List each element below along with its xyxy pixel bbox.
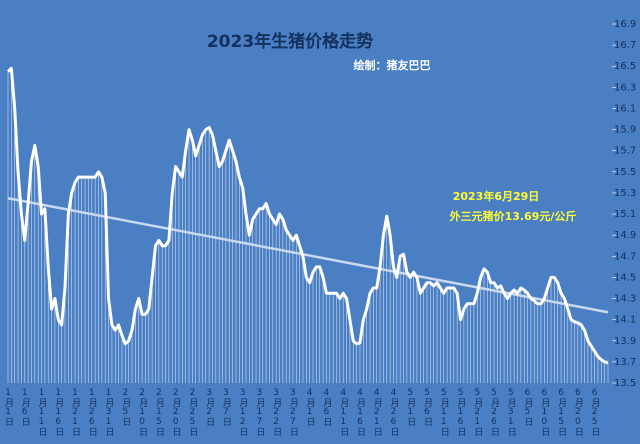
x-tick-label: 1月1日 bbox=[3, 388, 14, 426]
y-tick-label: 14.9 bbox=[614, 230, 636, 241]
x-tick-label: 2月15日 bbox=[154, 388, 165, 436]
x-tick-label: 5月21日 bbox=[472, 388, 483, 436]
x-tick-label: 5月31日 bbox=[506, 388, 517, 436]
y-tick-label: 14.1 bbox=[614, 315, 636, 326]
y-tick-label: 16.1 bbox=[614, 103, 636, 114]
x-tick-label: 1月31日 bbox=[104, 388, 115, 436]
x-tick-label: 3月7日 bbox=[221, 388, 232, 426]
x-tick-label: 6月5日 bbox=[523, 388, 534, 426]
price-note: 外三元猪价13.69元/公斤 bbox=[449, 209, 577, 223]
price-line bbox=[6, 66, 609, 365]
x-tick-label: 3月22日 bbox=[271, 388, 282, 436]
x-tick-label: 5月11日 bbox=[439, 388, 450, 436]
x-tick-label: 4月1日 bbox=[305, 388, 316, 426]
x-tick-label: 1月16日 bbox=[53, 388, 64, 436]
x-tick-label: 1月11日 bbox=[37, 388, 48, 436]
x-tick-label: 4月11日 bbox=[338, 388, 349, 436]
y-tick-label: 15.1 bbox=[614, 209, 636, 220]
x-tick-label: 5月1日 bbox=[405, 388, 416, 426]
trend-line bbox=[7, 196, 609, 314]
x-tick-label: 4月21日 bbox=[372, 388, 383, 436]
y-tick-label: 14.7 bbox=[614, 251, 636, 262]
x-tick-label: 4月26日 bbox=[388, 388, 399, 436]
x-tick-label: 5月16日 bbox=[456, 388, 467, 436]
x-tick-label: 3月27日 bbox=[288, 388, 299, 436]
y-tick-label: 14.3 bbox=[614, 294, 636, 305]
x-tick-label: 3月12日 bbox=[238, 388, 249, 436]
y-tick-label: 16.3 bbox=[614, 82, 636, 93]
y-tick-label: 16.9 bbox=[614, 19, 636, 30]
x-tick-label: 5月26日 bbox=[489, 388, 500, 436]
x-tick-label: 4月6日 bbox=[321, 388, 332, 426]
y-tick-label: 15.9 bbox=[614, 125, 636, 136]
x-tick-label: 4月16日 bbox=[355, 388, 366, 436]
x-tick-label: 6月20日 bbox=[573, 388, 584, 436]
chart-title: 2023年生猪价格走势 bbox=[207, 31, 373, 52]
y-tick-label: 16.5 bbox=[614, 61, 636, 72]
x-tick-label: 3月17日 bbox=[254, 388, 265, 436]
y-tick-label: 13.5 bbox=[614, 378, 636, 389]
x-tick-label: 2月25日 bbox=[187, 388, 198, 436]
x-tick-label: 2月5日 bbox=[120, 388, 131, 426]
x-tick-label: 1月6日 bbox=[20, 388, 31, 426]
author-note: 绘制：猪友巴巴 bbox=[354, 58, 431, 72]
y-tick-label: 14.5 bbox=[614, 272, 636, 283]
y-tick-label: 15.3 bbox=[614, 188, 636, 199]
x-tick-label: 6月25日 bbox=[590, 388, 601, 436]
x-tick-label: 2月20日 bbox=[171, 388, 182, 436]
y-tick-label: 15.5 bbox=[614, 167, 636, 178]
x-tick-label: 2月10日 bbox=[137, 388, 148, 436]
date-note: 2023年6月29日 bbox=[453, 189, 540, 203]
x-tick-label: 6月10日 bbox=[539, 388, 550, 436]
y-tick-label: 13.9 bbox=[614, 336, 636, 347]
x-tick-label: 1月26日 bbox=[87, 388, 98, 436]
y-tick-label: 13.7 bbox=[614, 357, 636, 368]
y-tick-label: 16.7 bbox=[614, 40, 636, 51]
x-tick-label: 3月2日 bbox=[204, 388, 215, 426]
x-tick-label: 6月15日 bbox=[556, 388, 567, 436]
y-tick-label: 15.7 bbox=[614, 146, 636, 157]
x-tick-label: 5月6日 bbox=[422, 388, 433, 426]
x-tick-label: 1月21日 bbox=[70, 388, 81, 436]
